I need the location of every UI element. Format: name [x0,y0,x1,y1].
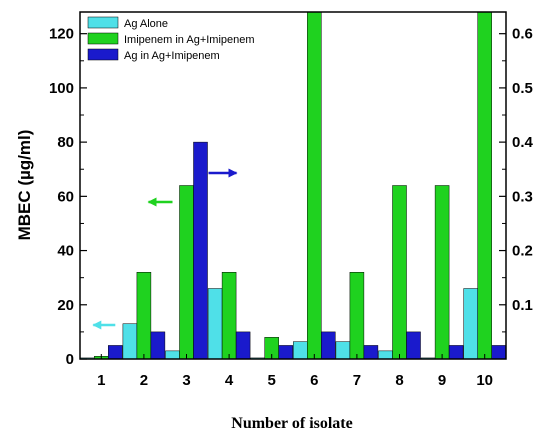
y2-tick-label-0.5: 0.5 [512,80,533,97]
bar-ag-alone-4 [207,288,223,360]
y-tick-label-0: 0 [66,351,74,368]
plot-frame [79,11,507,360]
x-tick-label-6: 6 [310,372,318,389]
y-tick-label-60: 60 [57,188,74,205]
bar-ag-in-ag-imipenem-8 [406,331,421,360]
bar-ag-in-ag-imipenem-10 [491,345,506,360]
bar-imipenem-in-ag-imipenem-10 [477,11,492,360]
x-tick-label-7: 7 [353,372,361,389]
arrow-head-left [92,320,102,330]
x-tick-label-8: 8 [395,372,403,389]
bar-ag-alone-3 [165,350,180,360]
y-tick-label-80: 80 [57,134,74,151]
bar-imipenem-in-ag-imipenem-7 [349,272,365,360]
arrow-head-left [147,197,157,207]
bar-ag-in-ag-imipenem-5 [278,345,293,360]
bar-ag-in-ag-imipenem-1 [108,345,123,360]
y-tick-label-20: 20 [57,297,74,314]
bar-imipenem-in-ag-imipenem-2 [136,272,152,360]
y2-tick-label-0.2: 0.2 [512,243,533,260]
bar-ag-alone-7 [335,341,351,360]
bar-ag-alone-8 [378,350,393,360]
bar-ag-alone-2 [122,323,138,360]
y-tick-label-120: 120 [49,26,74,43]
bar-ag-alone-6 [293,341,308,360]
axes-layer: 0 20 40 60 80 100 120 0.1 0.2 0.3 0.4 0.5 0.6 1 2 3 4 5 6 7… [49,26,534,389]
legend: Ag Alone Imipenem in Ag+Imipenem Ag in Ag+… [87,16,255,62]
bar-ag-alone-10 [463,288,478,360]
legend-swatch-ag-alone [87,16,119,29]
x-tick-label-4: 4 [225,372,234,389]
x-tick-label-5: 5 [268,372,276,389]
x-tick-label-1: 1 [97,372,105,389]
x-tick-label-2: 2 [140,372,148,389]
bar-imipenem-in-ag-imipenem-4 [221,272,237,360]
legend-label-ag-alone: Ag Alone [124,18,168,30]
x-axis-title: Number of isolate [231,415,352,432]
x-tick-label-3: 3 [182,372,190,389]
bar-imipenem-in-ag-imipenem-8 [392,185,407,360]
bar-ag-in-ag-imipenem-2 [150,331,166,360]
bar-ag-in-ag-imipenem-4 [235,331,251,360]
arrow-head-right [228,168,238,178]
legend-label-ag-in-ag-imipenem: Ag in Ag+Imipenem [124,50,220,62]
y-tick-label-100: 100 [49,80,74,97]
bar-ag-in-ag-imipenem-6 [321,331,336,360]
y2-tick-label-0.4: 0.4 [512,134,534,151]
y2-tick-label-0.6: 0.6 [512,26,533,43]
y-axis-title: MBEC (µg/ml) [15,130,34,241]
bar-ag-in-ag-imipenem-3 [193,141,208,360]
legend-label-imipenem-in-ag-imipenem: Imipenem in Ag+Imipenem [124,34,255,46]
bar-imipenem-in-ag-imipenem-3 [179,185,194,360]
x-tick-label-9: 9 [438,372,446,389]
bars-layer [80,11,506,360]
legend-swatch-imipenem-in-ag-imipenem [87,32,119,45]
bar-ag-in-ag-imipenem-7 [363,345,379,360]
arrows-layer [92,168,238,330]
bar-imipenem-in-ag-imipenem-6 [307,11,322,360]
y-tick-label-40: 40 [57,243,74,260]
bar-imipenem-in-ag-imipenem-9 [434,185,450,360]
x-tick-label-10: 10 [476,372,493,389]
y2-tick-label-0.3: 0.3 [512,188,533,205]
y2-tick-label-0.1: 0.1 [512,297,533,314]
legend-swatch-ag-in-ag-imipenem [87,48,119,61]
bar-ag-in-ag-imipenem-9 [448,345,464,360]
